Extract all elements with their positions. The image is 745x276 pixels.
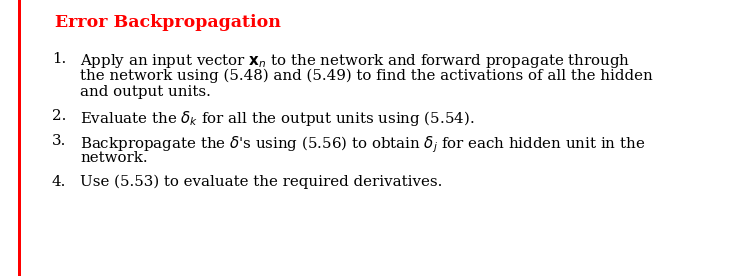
- Text: Use (5.53) to evaluate the required derivatives.: Use (5.53) to evaluate the required deri…: [80, 175, 443, 189]
- Text: 2.: 2.: [52, 110, 66, 123]
- Text: the network using (5.48) and (5.49) to find the activations of all the hidden: the network using (5.48) and (5.49) to f…: [80, 68, 653, 83]
- Text: 4.: 4.: [52, 175, 66, 189]
- Text: 3.: 3.: [52, 134, 66, 148]
- Text: Apply an input vector $\mathbf{x}_n$ to the network and forward propagate throug: Apply an input vector $\mathbf{x}_n$ to …: [80, 52, 630, 70]
- Text: 1.: 1.: [52, 52, 66, 66]
- Bar: [18, 0, 21, 276]
- Text: Evaluate the $\delta_k$ for all the output units using (5.54).: Evaluate the $\delta_k$ for all the outp…: [80, 110, 475, 129]
- Text: network.: network.: [80, 150, 148, 164]
- Text: Error Backpropagation: Error Backpropagation: [55, 14, 281, 31]
- Text: and output units.: and output units.: [80, 85, 211, 99]
- Text: Backpropagate the $\delta$'s using (5.56) to obtain $\delta_j$ for each hidden u: Backpropagate the $\delta$'s using (5.56…: [80, 134, 645, 155]
